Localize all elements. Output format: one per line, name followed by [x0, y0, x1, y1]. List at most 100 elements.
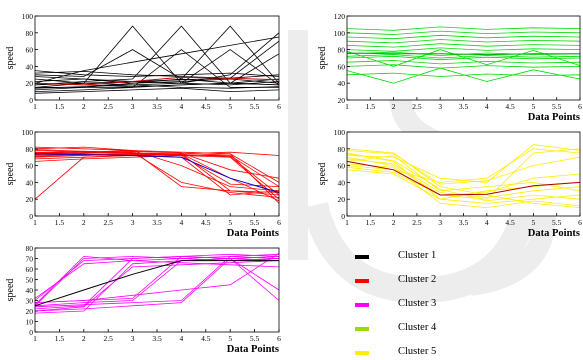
y-tick-label: 0 [29, 328, 33, 337]
series-line [35, 49, 279, 88]
series-line [346, 39, 581, 44]
series-line [34, 252, 280, 303]
x-axis-label: Data Points [227, 344, 279, 354]
y-tick-label: 80 [338, 46, 346, 55]
y-tick-label: 40 [338, 79, 346, 88]
y-axis-label: speed [5, 163, 16, 186]
legend-swatch [355, 327, 369, 331]
y-tick-label: 60 [26, 265, 34, 274]
y-tick-label: 120 [334, 12, 346, 21]
series-line [346, 144, 581, 183]
centroid-line [34, 76, 280, 86]
series-line [346, 47, 581, 52]
x-tick-label: 1 [345, 102, 349, 111]
series-line [346, 148, 581, 200]
y-tick-label: 40 [26, 286, 34, 295]
legend-swatch [355, 279, 369, 283]
series-line [346, 163, 581, 209]
x-tick-label: 6 [578, 102, 582, 111]
centroid-line [346, 160, 581, 196]
x-tick-label: 3.5 [152, 218, 162, 227]
legend-item-cluster-5: Cluster 5 [352, 346, 502, 360]
y-tick-label: 20 [338, 96, 346, 105]
series-line [346, 155, 581, 192]
x-tick-label: 2.5 [412, 218, 422, 227]
x-tick-label: 3.5 [459, 102, 469, 111]
y-tick-label: 20 [26, 195, 34, 204]
chart-panel-cluster-2: 1 1.5 2 2.5 3 3.5 4 4.5 5 5.5 6020406080100speedDa… [5, 128, 281, 238]
series-line [34, 25, 280, 88]
x-tick-label: 3.5 [459, 218, 469, 227]
y-tick-label: 70 [26, 255, 34, 264]
series-line [34, 32, 280, 86]
x-tick-label: 2.5 [412, 102, 422, 111]
x-tick-label: 6 [277, 102, 281, 111]
series-line [346, 67, 581, 84]
y-tick-label: 20 [26, 307, 34, 316]
series-line [346, 55, 581, 61]
x-tick-label: 4.5 [201, 102, 211, 111]
chart-panel-cluster-3: 1 1.5 2 2.5 3 3.5 4 4.5 5 5.5 601020304050607080sp… [5, 244, 281, 354]
series-line [346, 72, 581, 77]
series-line [34, 150, 280, 179]
y-axis-label: speed [5, 47, 16, 70]
legend-swatch [355, 351, 369, 355]
x-axis-label: Data Points [227, 228, 279, 238]
legend-label: Cluster 3 [398, 298, 437, 309]
series-line [34, 258, 280, 314]
x-tick-label: 4 [485, 218, 489, 227]
x-tick-label: 2.5 [104, 218, 114, 227]
series-line [34, 49, 280, 86]
y-tick-label: 20 [338, 195, 346, 204]
x-tick-label: 5 [228, 218, 232, 227]
y-tick-label: 40 [338, 178, 346, 187]
x-tick-label: 2.5 [104, 334, 114, 343]
x-tick-label: 3 [131, 334, 135, 343]
x-tick-label: 6 [277, 218, 281, 227]
y-tick-label: 0 [29, 96, 33, 105]
x-tick-label: 5.5 [250, 102, 260, 111]
x-tick-label: 1 [345, 218, 349, 227]
x-tick-label: 5 [532, 218, 536, 227]
series-group [34, 25, 280, 94]
series-group [346, 26, 581, 84]
chart-panel-cluster-4: 1 1.5 2 2.5 3 3.5 4 4.5 5 5.5 6 20 40 60 80 100 120 speed… [317, 12, 582, 122]
series-line [34, 255, 280, 305]
x-tick-label: 5 [228, 102, 232, 111]
y-tick-label: 30 [26, 297, 34, 306]
x-tick-label: 4.5 [201, 218, 211, 227]
x-tick-label: 4.5 [505, 102, 515, 111]
x-tick-label: 1 [33, 102, 37, 111]
series-line [34, 260, 280, 312]
centroid-line [34, 260, 279, 307]
x-tick-label: 4 [180, 334, 184, 343]
series-line [34, 40, 280, 82]
legend-swatch [355, 255, 369, 259]
y-tick-label: 100 [334, 29, 346, 38]
x-tick-label: 5.5 [250, 334, 260, 343]
y-tick-label: 40 [26, 178, 34, 187]
series-line [346, 43, 581, 48]
series-line [34, 253, 280, 308]
legend-item-cluster-3: Cluster 3 [352, 298, 502, 312]
x-tick-label: 2 [392, 218, 396, 227]
legend-label: Cluster 1 [398, 250, 437, 261]
x-tick-label: 2 [82, 218, 86, 227]
legend-label: Cluster 5 [398, 346, 437, 357]
y-tick-label: 60 [26, 162, 34, 171]
series-line [34, 36, 280, 84]
y-tick-label: 100 [334, 128, 346, 137]
centroid-line [34, 153, 280, 193]
y-tick-label: 20 [26, 79, 34, 88]
y-tick-label: 50 [26, 276, 34, 285]
series-line [346, 54, 581, 59]
x-tick-label: 4.5 [505, 218, 515, 227]
x-tick-label: 3 [131, 218, 135, 227]
series-line [34, 87, 280, 94]
y-tick-label: 80 [26, 244, 34, 253]
series-line [346, 64, 581, 69]
x-tick-label: 3 [438, 218, 442, 227]
x-tick-label: 5.5 [250, 218, 260, 227]
series-line [34, 25, 280, 91]
y-tick-label: 0 [29, 212, 33, 221]
